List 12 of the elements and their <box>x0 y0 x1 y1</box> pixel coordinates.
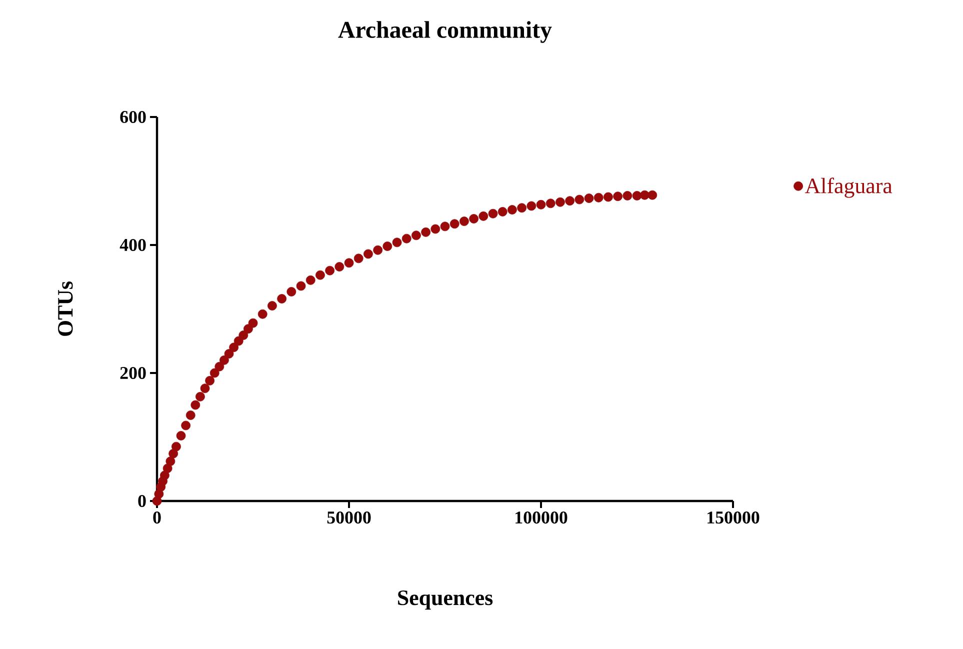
y-tick-label: 0 <box>138 494 146 508</box>
x-tick-label: 50000 <box>327 512 371 524</box>
y-axis-title: OTUs <box>58 282 73 336</box>
y-tick-label: 400 <box>120 238 146 252</box>
x-tick-label: 100000 <box>516 512 568 524</box>
x-tick-label: 150000 <box>708 512 760 524</box>
y-tick-label: 600 <box>120 110 146 124</box>
x-axis-title: Sequences <box>398 590 493 610</box>
y-tick-label: 200 <box>120 366 146 380</box>
chart-title: Archaeal community <box>338 21 552 43</box>
x-tick-label: 0 <box>153 512 161 524</box>
legend-label: Alfaguara <box>805 178 892 198</box>
